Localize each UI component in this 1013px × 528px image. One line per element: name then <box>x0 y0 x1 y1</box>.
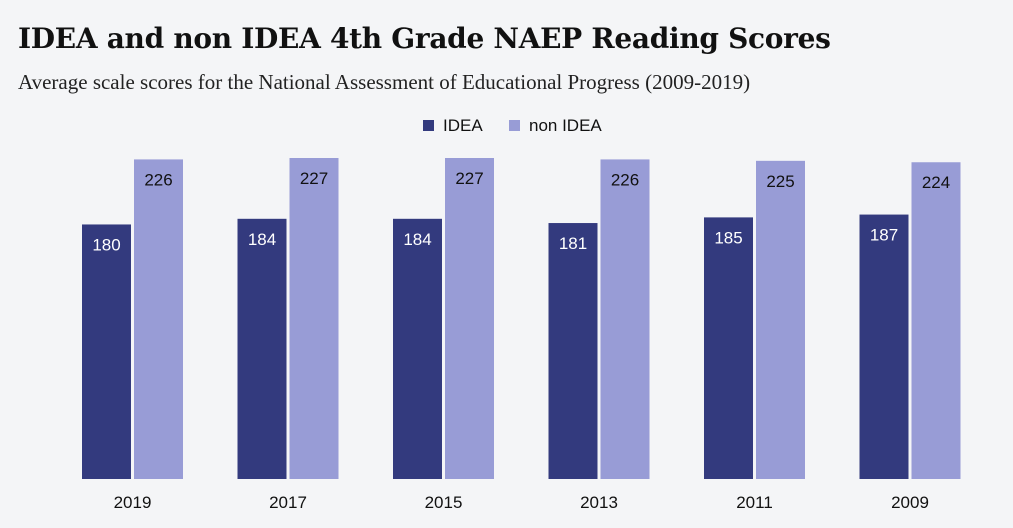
data-label-non-idea-2009: 224 <box>922 173 950 192</box>
bar-group-2013: 181 226 2013 <box>548 159 650 512</box>
x-tick-label-2017: 2017 <box>269 493 307 512</box>
chart-subtitle: Average scale scores for the National As… <box>18 70 751 94</box>
data-label-non-idea-2015: 227 <box>455 169 483 188</box>
x-tick-label-2011: 2011 <box>736 493 773 512</box>
bar-group-2015: 184 227 2015 <box>393 158 494 512</box>
legend: IDEA non IDEA <box>423 116 602 135</box>
bar-non-idea-2011 <box>756 160 805 480</box>
legend-item-idea: IDEA <box>423 116 483 135</box>
bar-group-2011: 185 225 2011 <box>704 160 805 512</box>
bar-group-2009: 187 224 2009 <box>859 162 961 512</box>
data-label-idea-2015: 184 <box>403 230 431 249</box>
x-tick-label-2013: 2013 <box>580 493 618 512</box>
data-label-idea-2017: 184 <box>248 230 276 249</box>
bar-non-idea-2013 <box>600 159 650 479</box>
data-label-idea-2019: 180 <box>92 235 120 254</box>
data-label-non-idea-2019: 226 <box>144 170 172 189</box>
bar-idea-2013 <box>548 223 598 479</box>
x-tick-label-2009: 2009 <box>891 493 929 512</box>
bar-non-idea-2015 <box>445 158 494 479</box>
legend-label: IDEA <box>443 116 483 135</box>
x-tick-label-2015: 2015 <box>425 493 463 512</box>
bar-idea-2009 <box>859 214 909 479</box>
data-label-non-idea-2013: 226 <box>611 170 639 189</box>
legend-item-non-idea: non IDEA <box>509 116 602 135</box>
legend-swatch <box>423 120 434 131</box>
data-label-idea-2009: 187 <box>870 226 898 245</box>
bar-non-idea-2019 <box>134 159 183 479</box>
bar-idea-2017 <box>237 218 287 480</box>
data-label-idea-2013: 181 <box>559 234 587 253</box>
bar-idea-2019 <box>82 224 131 479</box>
bar-non-idea-2009 <box>911 162 961 479</box>
bar-group-2019: 180 226 2019 <box>82 159 183 512</box>
data-label-non-idea-2011: 225 <box>766 172 794 191</box>
bar-idea-2015 <box>393 218 442 480</box>
bar-idea-2011 <box>704 217 753 479</box>
legend-label: non IDEA <box>529 116 602 135</box>
bar-non-idea-2017 <box>289 158 339 479</box>
x-tick-label-2019: 2019 <box>114 493 152 512</box>
data-label-non-idea-2017: 227 <box>300 169 328 188</box>
bar-group-2017: 184 227 2017 <box>237 158 339 512</box>
legend-swatch <box>509 120 520 131</box>
data-label-idea-2011: 185 <box>714 228 742 247</box>
chart-title: IDEA and non IDEA 4th Grade NAEP Reading… <box>18 22 831 55</box>
